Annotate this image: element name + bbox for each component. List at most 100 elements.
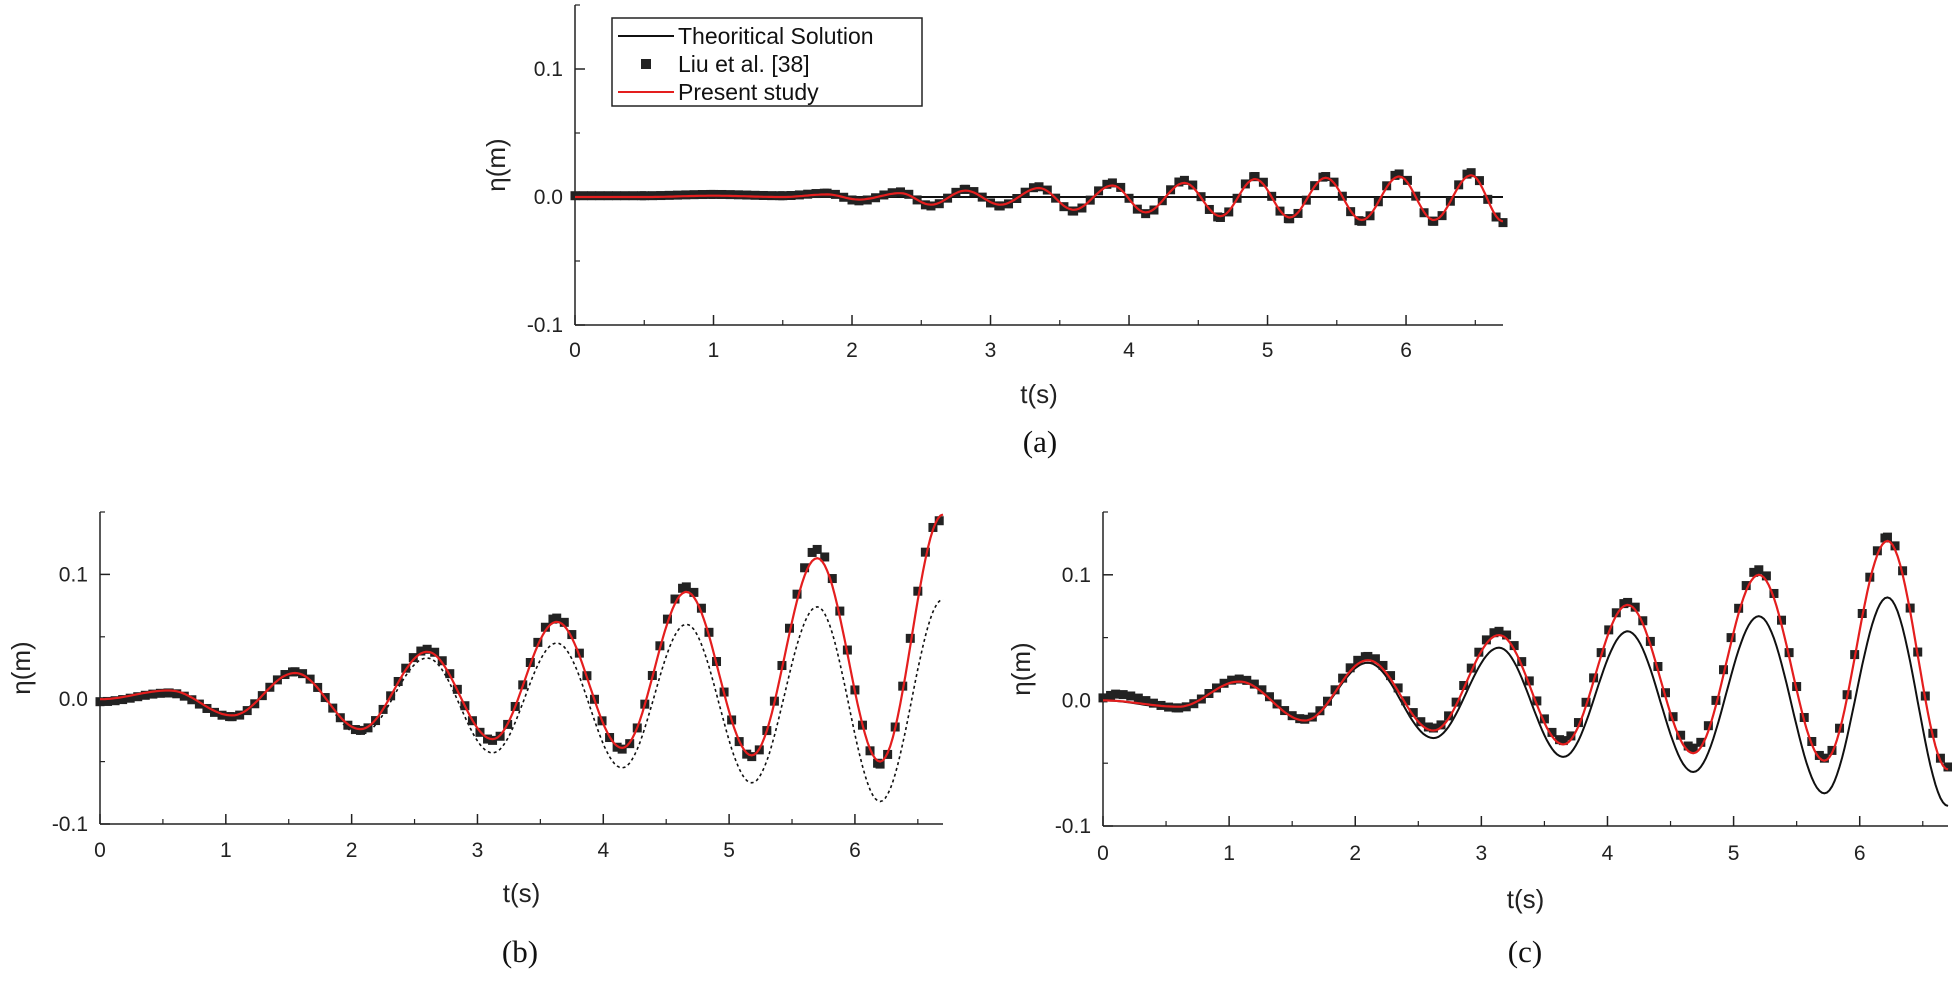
data-point-marker — [835, 606, 845, 616]
data-point-marker — [1474, 176, 1484, 186]
data-point-marker — [1307, 712, 1317, 722]
data-point-marker — [1423, 722, 1433, 732]
x-tick-label: 5 — [1262, 339, 1274, 362]
data-point-marker — [1258, 177, 1268, 187]
data-point-marker — [1141, 209, 1151, 219]
data-point-marker — [664, 190, 674, 200]
y-tick-label: 0.1 — [1062, 564, 1091, 587]
data-point-marker — [1106, 690, 1116, 700]
data-point-marker — [1444, 711, 1454, 721]
series-line-theoritical-solution — [1103, 596, 1949, 807]
data-point-marker — [811, 189, 821, 199]
x-tick-label: 4 — [1123, 339, 1135, 362]
data-point-marker — [1547, 727, 1557, 737]
data-point-marker — [1436, 720, 1446, 730]
data-point-marker — [920, 547, 930, 557]
data-point-marker — [235, 710, 245, 720]
data-point-marker — [1408, 708, 1418, 718]
x-tick-label: 3 — [472, 839, 484, 862]
chart-panel-a: 0 1 2 3 4 5 6 -0.1 0.0 0.1 t(s) η(m) (a) Theoritical … — [481, 4, 1508, 459]
data-point-marker — [408, 653, 418, 663]
data-point-marker — [603, 191, 613, 201]
data-point-marker — [95, 697, 105, 707]
data-point-marker — [1630, 602, 1640, 612]
legend-entry-label: Theoritical Solution — [678, 23, 874, 49]
data-point-marker — [934, 516, 944, 526]
data-point-marker — [1363, 651, 1373, 661]
data-point-marker — [1498, 218, 1508, 228]
data-point-marker — [1703, 721, 1713, 731]
legend-entry-label: Present study — [678, 79, 819, 105]
data-point-marker — [820, 552, 830, 562]
y-axis-label: η(m) — [1006, 642, 1036, 695]
data-point-marker — [1494, 626, 1504, 636]
data-point-marker — [648, 191, 658, 201]
data-point-marker — [1814, 750, 1824, 760]
data-point-marker — [110, 696, 120, 706]
data-point-marker — [827, 574, 837, 584]
series-line-present-study — [575, 174, 1504, 223]
data-point-marker — [118, 695, 128, 705]
data-point-marker — [1034, 182, 1044, 192]
data-point-marker — [1777, 615, 1787, 625]
data-point-marker — [681, 190, 691, 200]
data-point-marker — [926, 201, 936, 211]
data-point-marker — [1300, 714, 1310, 724]
data-point-marker — [1107, 178, 1117, 188]
data-point-marker — [995, 201, 1005, 211]
panel-caption: (c) — [1508, 934, 1542, 969]
data-point-marker — [725, 190, 735, 200]
data-point-marker — [800, 563, 810, 573]
data-point-marker — [1769, 588, 1779, 598]
data-point-marker — [696, 603, 706, 613]
data-point-marker — [570, 191, 580, 201]
x-axis-label: t(s) — [1020, 379, 1058, 409]
x-tick-label: 4 — [597, 839, 609, 862]
series-liu-et-al-38 — [1098, 532, 1952, 772]
data-point-marker — [1287, 711, 1297, 721]
data-point-marker — [164, 688, 174, 698]
chart-panel-c: 0 1 2 3 4 5 6 -0.1 0.0 0.1 t(s) η(m) (c) — [1006, 511, 1952, 969]
data-point-marker — [209, 707, 219, 717]
data-point-marker — [1098, 693, 1108, 703]
panel-caption: (a) — [1023, 424, 1057, 459]
data-point-marker — [617, 744, 627, 754]
data-point-marker — [1688, 743, 1698, 753]
data-point-marker — [437, 656, 447, 666]
data-point-marker — [767, 191, 777, 201]
data-point-marker — [1481, 635, 1491, 645]
data-point-marker — [662, 614, 672, 624]
data-point-marker — [1754, 565, 1764, 575]
data-point-marker — [1943, 762, 1952, 772]
data-point-marker — [1573, 718, 1583, 728]
y-tick-label: 0.1 — [534, 58, 563, 81]
series-line-present-study — [1103, 539, 1949, 771]
data-point-marker — [1566, 731, 1576, 741]
data-point-marker — [742, 190, 752, 200]
data-point-marker — [1094, 186, 1104, 196]
x-tick-label: 2 — [1349, 842, 1361, 865]
data-point-marker — [1890, 541, 1900, 551]
data-point-marker — [355, 725, 365, 735]
data-point-marker — [794, 190, 804, 200]
data-point-marker — [1234, 674, 1244, 684]
data-point-marker — [681, 582, 691, 592]
data-point-marker — [620, 191, 630, 201]
data-point-marker — [1466, 168, 1476, 178]
data-point-marker — [416, 646, 426, 656]
data-point-marker — [1401, 696, 1411, 706]
data-point-marker — [733, 190, 743, 200]
data-point-marker — [905, 633, 915, 643]
data-point-marker — [1517, 657, 1527, 667]
data-point-marker — [758, 190, 768, 200]
data-point-marker — [1558, 736, 1568, 746]
data-point-marker — [1539, 714, 1549, 724]
y-tick-label: -0.1 — [527, 314, 563, 337]
x-tick-label: 6 — [849, 839, 861, 862]
data-point-marker — [187, 695, 197, 705]
data-point-marker — [559, 617, 569, 627]
data-point-marker — [422, 644, 432, 654]
data-point-marker — [533, 637, 543, 647]
data-point-marker — [1249, 679, 1259, 689]
data-point-marker — [612, 191, 622, 201]
